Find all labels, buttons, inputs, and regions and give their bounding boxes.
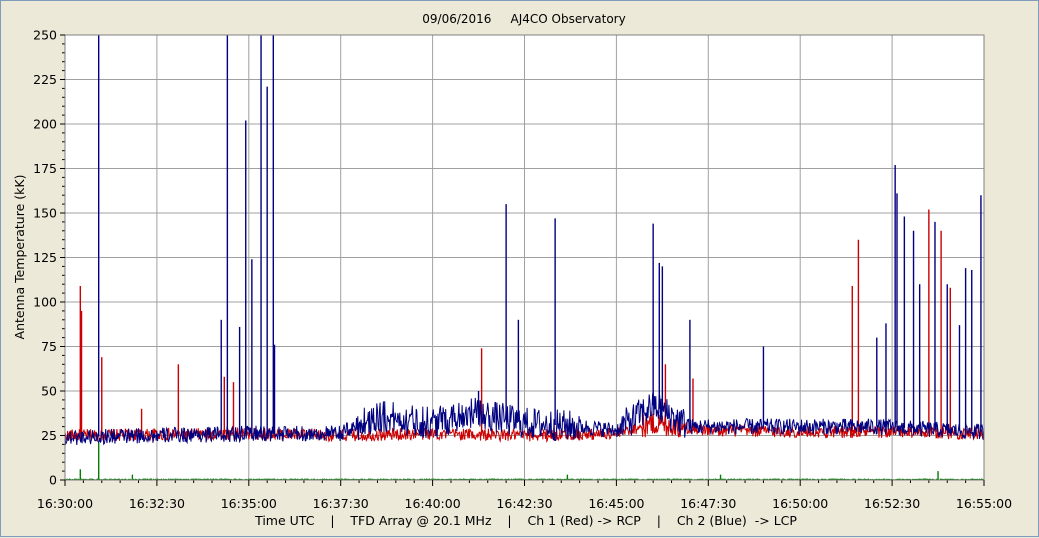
chart-title: 09/06/2016 AJ4CO Observatory [422,12,625,26]
y-tick-label: 175 [33,161,57,176]
x-tick-label: 16:32:30 [129,496,185,511]
y-tick-label: 0 [49,473,57,488]
x-tick-label: 16:35:00 [221,496,277,511]
y-tick-label: 100 [33,295,57,310]
x-tick-label: 16:47:30 [680,496,736,511]
y-tick-label: 125 [33,250,57,265]
y-tick-label: 200 [33,117,57,132]
series-layer [64,34,985,481]
x-tick-label: 16:55:00 [956,496,1012,511]
x-tick-label: 16:40:00 [405,496,461,511]
y-axis: 0 25 50 75 100 125 150 175 200 225 250 [33,28,65,488]
x-tick-label: 16:52:30 [864,496,920,511]
x-axis: 16:30:00 16:32:30 16:35:00 16:37:30 16:40:00… [37,480,1012,511]
x-axis-label: Time UTC | TFD Array @ 20.1 MHz | Ch 1 (… [254,513,797,528]
y-tick-label: 25 [41,428,57,443]
x-tick-label: 16:30:00 [37,496,93,511]
series-1 [64,35,985,446]
y-tick-label: 225 [33,72,57,87]
y-tick-label: 50 [41,384,57,399]
x-tick-label: 16:50:00 [772,496,828,511]
y-tick-label: 75 [41,339,57,354]
y-axis-label: Antenna Temperature (kK) [12,175,27,340]
x-tick-label: 16:42:30 [496,496,552,511]
series-line [64,390,985,446]
y-tick-label: 250 [33,28,57,43]
x-tick-label: 16:37:30 [313,496,369,511]
y-tick-label: 150 [33,206,57,221]
x-tick-label: 16:45:00 [588,496,644,511]
